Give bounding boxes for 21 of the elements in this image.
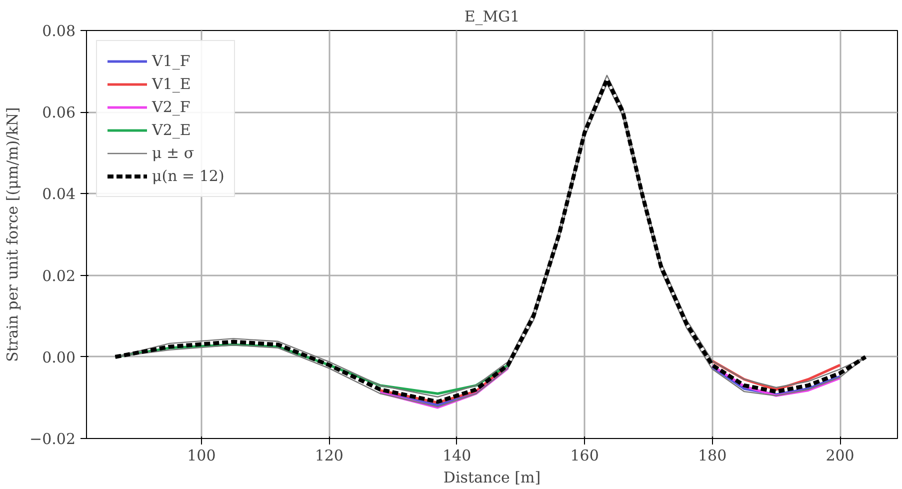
x-tick-label: 140 bbox=[442, 446, 472, 464]
legend-label: V2_F bbox=[152, 98, 190, 116]
y-tick-label: −0.02 bbox=[30, 430, 76, 448]
x-tick-label: 200 bbox=[826, 446, 854, 464]
chart-title: E_MG1 bbox=[464, 8, 520, 26]
y-tick-label: 0.08 bbox=[42, 22, 76, 40]
x-tick-label: 100 bbox=[187, 446, 216, 464]
legend-label: V1_F bbox=[152, 52, 190, 70]
y-axis-title: Strain per unit force [(μm/m)/kN] bbox=[4, 107, 22, 362]
legend-label: μ ± σ bbox=[152, 144, 194, 162]
x-tick-label: 120 bbox=[314, 446, 344, 464]
legend-label: μ(n = 12) bbox=[152, 167, 224, 185]
y-tick-label: 0.06 bbox=[42, 104, 76, 122]
x-tick-label: 160 bbox=[570, 446, 599, 464]
legend-label: V2_E bbox=[152, 121, 191, 139]
y-tick-label: 0.04 bbox=[42, 185, 76, 204]
legend-label: V1_E bbox=[152, 75, 191, 93]
x-axis-title: Distance [m] bbox=[443, 468, 541, 486]
y-tick-label: 0.02 bbox=[42, 266, 76, 285]
y-tick-label: 0.00 bbox=[42, 348, 76, 366]
x-tick-label: 180 bbox=[698, 446, 727, 464]
